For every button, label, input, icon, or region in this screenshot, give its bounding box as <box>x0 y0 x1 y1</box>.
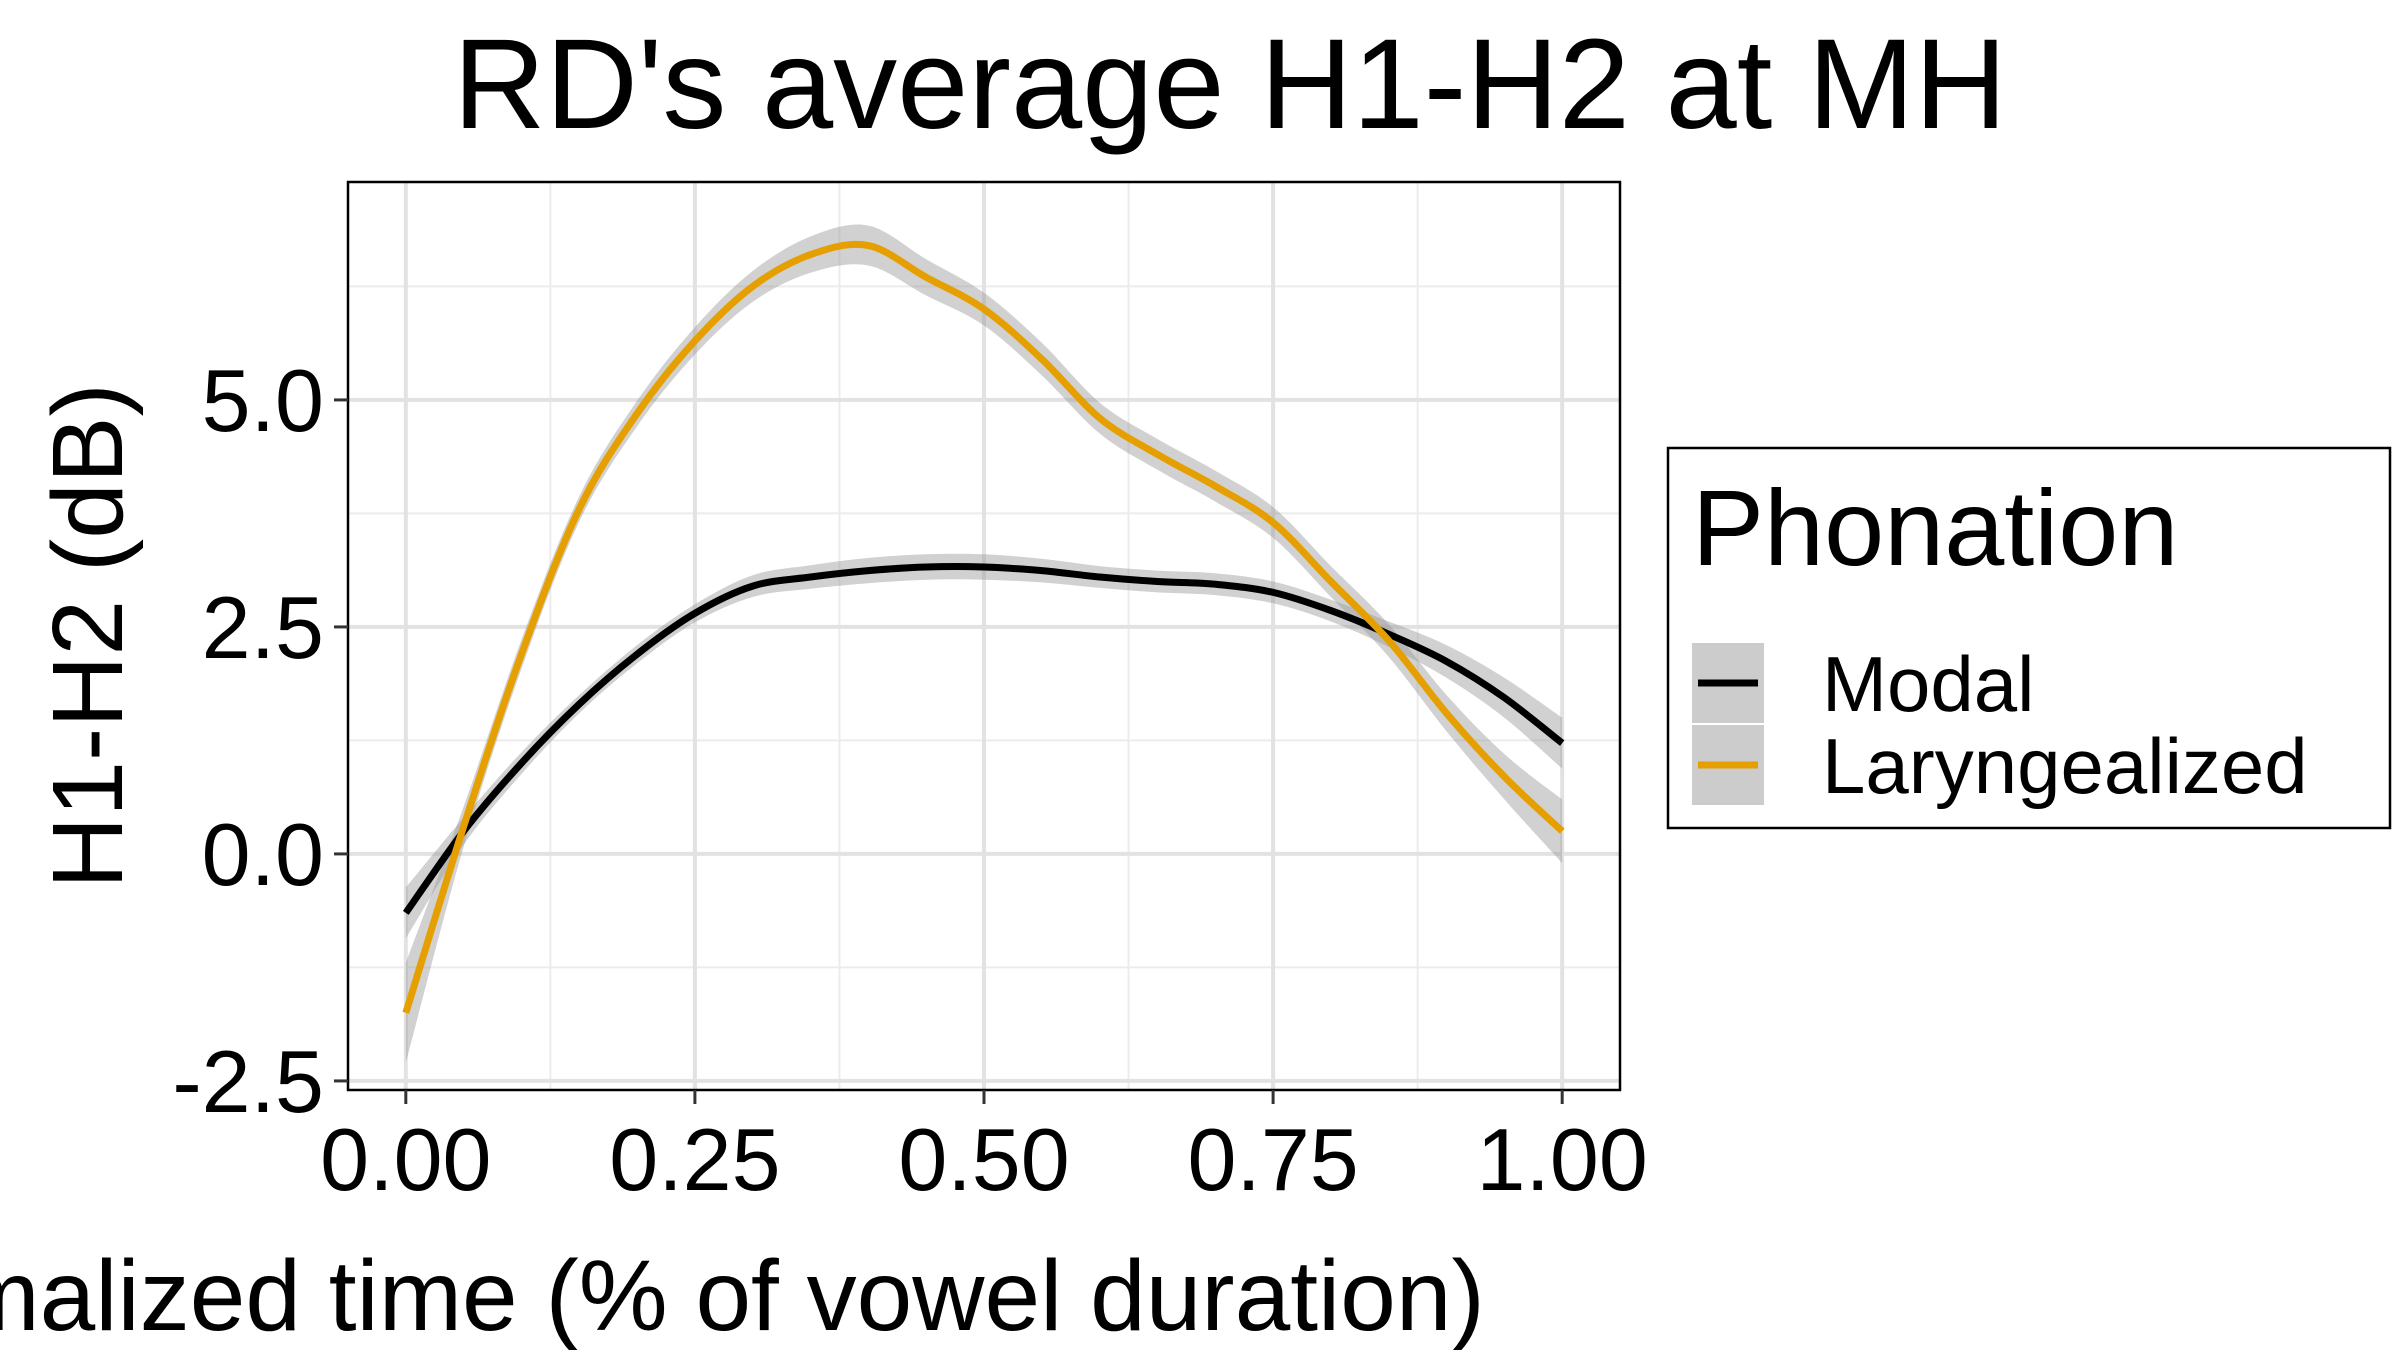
x-tick-label: 0.25 <box>609 1110 780 1209</box>
legend-title: Phonation <box>1692 467 2178 588</box>
x-tick-label: 0.00 <box>320 1110 491 1209</box>
y-tick-label: -2.5 <box>172 1032 324 1131</box>
legend-box <box>1666 446 2392 830</box>
y-tick-label: 5.0 <box>202 351 324 450</box>
x-axis-title: Normalized time (% of vowel duration) <box>0 1240 1485 1350</box>
plot-area <box>346 180 1622 1092</box>
legend-label-laryngealized: Laryngealized <box>1822 722 2308 810</box>
series-line-laryngealized <box>402 240 1565 1014</box>
x-tick-label: 0.50 <box>898 1110 1069 1209</box>
series-lines <box>402 240 1565 1014</box>
grid <box>348 182 1620 1090</box>
x-tick-label: 1.00 <box>1477 1110 1648 1209</box>
x-tick-label: 0.75 <box>1187 1110 1358 1209</box>
legend-label-modal: Modal <box>1822 640 2034 728</box>
chart-title: RD's average H1-H2 at MH <box>453 13 2007 156</box>
y-tick-label: 2.5 <box>202 578 324 677</box>
x-axis: 0.00 0.25 0.50 0.75 1.00 <box>320 1090 1648 1209</box>
y-axis: -2.5 0.0 2.5 5.0 <box>172 351 348 1131</box>
y-axis-title: H1-H2 (dB) <box>32 383 144 889</box>
y-tick-label: 0.0 <box>202 805 324 904</box>
